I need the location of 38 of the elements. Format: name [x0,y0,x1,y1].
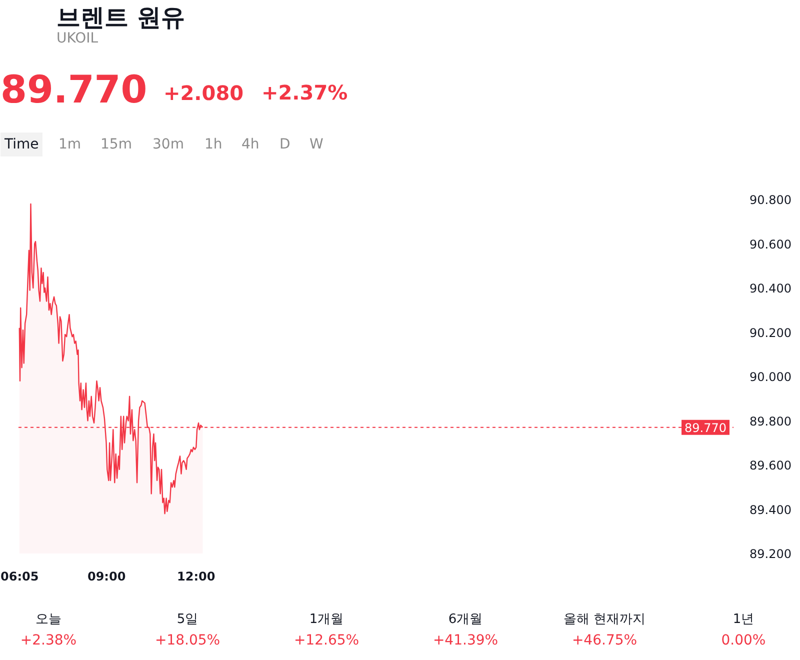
y-tick-label: 90.800 [750,193,792,207]
y-tick-label: 89.400 [750,502,792,517]
text: 5일 [176,612,198,627]
y-tick-label: 90.000 [750,370,792,384]
y-tick-label: 90.400 [750,282,792,296]
text: 1개월 [309,612,344,627]
y-tick-label: 90.600 [750,237,792,252]
text: 오늘 [36,612,62,627]
chart-title: 브렌트 원유 [56,4,185,32]
text: Time [4,136,39,152]
text: 0.00% [721,632,766,648]
y-tick-label: 90.200 [750,326,792,340]
text: 올해 현재까지 [563,612,646,627]
text: 1m [58,136,82,152]
text: 89.770 [0,68,148,112]
text: +2.080 [164,81,244,105]
x-tick-label: 12:00 [177,570,216,584]
text: 15m [100,136,132,152]
text: +2.38% [20,632,77,648]
text: 1h [204,136,222,152]
ref-line-label: 89.770 [684,420,727,435]
text: +2.37% [262,80,348,104]
text: 6개월 [448,612,483,627]
text: 30m [152,136,184,152]
y-tick-label: 89.800 [750,414,792,428]
text: W [310,136,324,152]
text: +46.75% [572,632,638,648]
text: 1년 [732,612,754,627]
x-tick-label: 06:05 [0,570,39,584]
y-tick-label: 89.200 [750,547,792,561]
text: +41.39% [432,632,498,648]
text: +12.65% [294,632,360,648]
text: +18.05% [154,632,220,648]
y-tick-label: 89.600 [750,458,792,472]
x-tick-label: 09:00 [87,570,126,584]
chart-subtitle: UKOIL [56,30,98,46]
text: D [280,136,290,152]
text: 4h [242,136,260,152]
